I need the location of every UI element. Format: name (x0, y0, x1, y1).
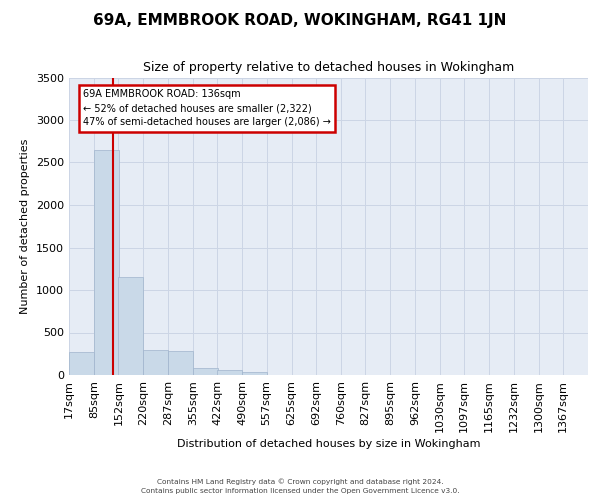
Bar (168, 351, 193, 375)
Bar (143, 350, 168, 375)
Bar (94, 150, 119, 375)
Bar (118, 277, 143, 375)
Text: 69A EMMBROOK ROAD: 136sqm
← 52% of detached houses are smaller (2,322)
47% of se: 69A EMMBROOK ROAD: 136sqm ← 52% of detac… (83, 90, 331, 128)
Y-axis label: Number of detached properties: Number of detached properties (20, 138, 31, 314)
Text: Contains HM Land Registry data © Crown copyright and database right 2024.
Contai: Contains HM Land Registry data © Crown c… (140, 478, 460, 494)
Text: 69A, EMMBROOK ROAD, WOKINGHAM, RG41 1JN: 69A, EMMBROOK ROAD, WOKINGHAM, RG41 1JN (94, 12, 506, 28)
Bar (193, 368, 218, 375)
Bar (217, 370, 242, 375)
Bar (242, 372, 267, 375)
X-axis label: Distribution of detached houses by size in Wokingham: Distribution of detached houses by size … (177, 439, 480, 449)
Bar (69, 352, 94, 375)
Title: Size of property relative to detached houses in Wokingham: Size of property relative to detached ho… (143, 60, 514, 74)
